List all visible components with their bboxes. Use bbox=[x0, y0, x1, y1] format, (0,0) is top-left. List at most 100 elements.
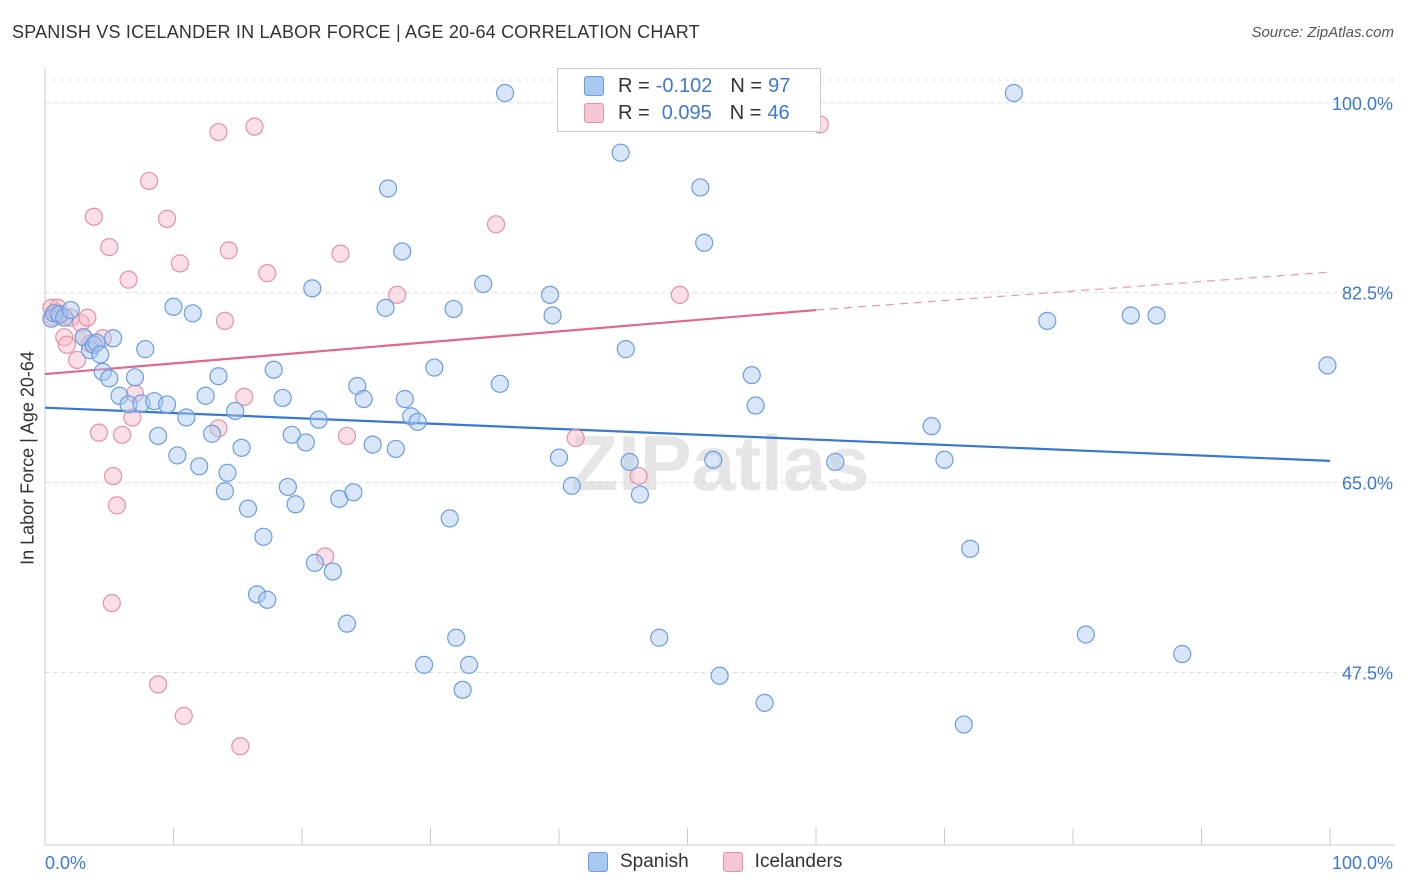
spanish-point bbox=[376, 298, 395, 317]
spanish-points bbox=[42, 83, 1337, 734]
icelander-point bbox=[219, 241, 238, 260]
icelander-point bbox=[119, 270, 138, 289]
icelander-point bbox=[157, 209, 177, 228]
grid-lines bbox=[45, 79, 1395, 673]
icelander-point bbox=[209, 122, 228, 142]
spanish-point bbox=[746, 396, 765, 415]
spanish-point bbox=[1076, 625, 1095, 644]
spanish-point bbox=[164, 297, 183, 316]
icelander-point bbox=[139, 171, 159, 191]
spanish-point bbox=[202, 424, 222, 443]
spanish-point bbox=[337, 614, 357, 633]
spanish-point bbox=[278, 477, 297, 497]
spanish-point bbox=[695, 233, 714, 252]
icelander-point bbox=[629, 466, 648, 486]
icelander-point bbox=[125, 384, 145, 403]
watermark: ZIPatlas bbox=[570, 419, 869, 507]
icelander-point bbox=[84, 207, 103, 226]
icelander-swatch bbox=[584, 103, 604, 123]
spanish-point bbox=[393, 242, 412, 261]
icelander-point bbox=[331, 244, 350, 263]
icelander-point bbox=[566, 428, 585, 448]
icelander-trend-extension bbox=[815, 271, 1331, 311]
spanish-point bbox=[710, 666, 729, 685]
spanish-point bbox=[704, 450, 723, 469]
spanish-point bbox=[1038, 311, 1057, 330]
correlation-legend: R = -0.102 N = 97 R = 0.095 N = 46 bbox=[557, 68, 821, 132]
spanish-point bbox=[238, 499, 258, 518]
spanish-point bbox=[258, 590, 277, 609]
spanish-point bbox=[91, 345, 110, 364]
y-tick-label: 82.5% bbox=[1342, 284, 1393, 304]
icelander-point bbox=[245, 117, 264, 136]
x-tick-label-min: 0.0% bbox=[45, 853, 86, 873]
spanish-point bbox=[540, 285, 560, 304]
spanish-point bbox=[611, 143, 630, 162]
spanish-point bbox=[136, 340, 155, 359]
spanish-point bbox=[691, 178, 710, 197]
spanish-point bbox=[148, 426, 168, 446]
icelander-point bbox=[670, 285, 689, 304]
y-tick-label: 47.5% bbox=[1342, 663, 1393, 683]
spanish-point bbox=[305, 553, 324, 572]
bottom-legend-icelander-label: Icelanders bbox=[754, 851, 843, 872]
spanish-point bbox=[961, 539, 980, 558]
icelander-point bbox=[215, 311, 234, 330]
icelander-point bbox=[89, 423, 109, 442]
spanish-point bbox=[119, 395, 138, 414]
bottom-legend: Spanish Icelanders bbox=[588, 851, 842, 873]
spanish-point bbox=[247, 585, 267, 604]
spanish-point bbox=[104, 329, 123, 348]
icelander-point bbox=[170, 254, 190, 273]
spanish-point bbox=[408, 412, 427, 431]
icelander-point bbox=[148, 675, 168, 694]
spanish-point bbox=[742, 366, 761, 385]
trend-lines bbox=[44, 271, 1331, 462]
spanish-point bbox=[209, 367, 228, 386]
spanish-point bbox=[177, 408, 196, 427]
spanish-point bbox=[61, 300, 80, 320]
spanish-point bbox=[1004, 83, 1023, 103]
spanish-point bbox=[196, 386, 215, 405]
legend-spanish-r-label: R = bbox=[618, 74, 650, 97]
spanish-point bbox=[447, 628, 466, 647]
icelander-point bbox=[68, 350, 87, 370]
spanish-point bbox=[87, 333, 106, 352]
spanish-point bbox=[84, 335, 103, 354]
legend-icelander-r-value: 0.095 bbox=[661, 101, 712, 124]
tick-labels: 47.5% 65.0% 82.5% 100.0% 0.0% 100.0% bbox=[45, 94, 1393, 873]
legend-icelander-n-value: 46 bbox=[767, 101, 790, 124]
spanish-point bbox=[354, 389, 373, 409]
icelander-point bbox=[174, 706, 193, 725]
spanish-point bbox=[1318, 356, 1337, 375]
spanish-point bbox=[922, 417, 941, 436]
spanish-point bbox=[1147, 306, 1166, 325]
icelander-point bbox=[100, 238, 119, 257]
y-tick-label: 65.0% bbox=[1342, 474, 1393, 494]
spanish-point bbox=[414, 655, 434, 674]
x-tick-label-max: 100.0% bbox=[1332, 853, 1393, 873]
spanish-point bbox=[93, 362, 112, 381]
spanish-point bbox=[630, 485, 650, 504]
spanish-point bbox=[490, 374, 509, 393]
icelander-point bbox=[107, 496, 127, 515]
legend-icelander-r-label: R = bbox=[618, 101, 650, 124]
spanish-point bbox=[218, 463, 237, 482]
icelander-point bbox=[57, 335, 76, 354]
icelander-point bbox=[102, 593, 121, 613]
spanish-point bbox=[453, 680, 472, 699]
spanish-point bbox=[650, 628, 669, 647]
legend-spanish-r-value: -0.102 bbox=[655, 74, 713, 97]
icelander-point bbox=[235, 387, 254, 406]
spanish-point bbox=[386, 439, 405, 459]
spanish-point bbox=[344, 483, 363, 502]
spanish-point bbox=[215, 482, 234, 501]
y-tick-label: 100.0% bbox=[1332, 94, 1393, 114]
icelander-point bbox=[112, 425, 132, 444]
icelander-point bbox=[337, 426, 357, 446]
spanish-point bbox=[50, 305, 69, 324]
spanish-point bbox=[378, 179, 398, 198]
bottom-legend-icelander-swatch bbox=[722, 852, 743, 872]
spanish-point bbox=[395, 389, 414, 409]
